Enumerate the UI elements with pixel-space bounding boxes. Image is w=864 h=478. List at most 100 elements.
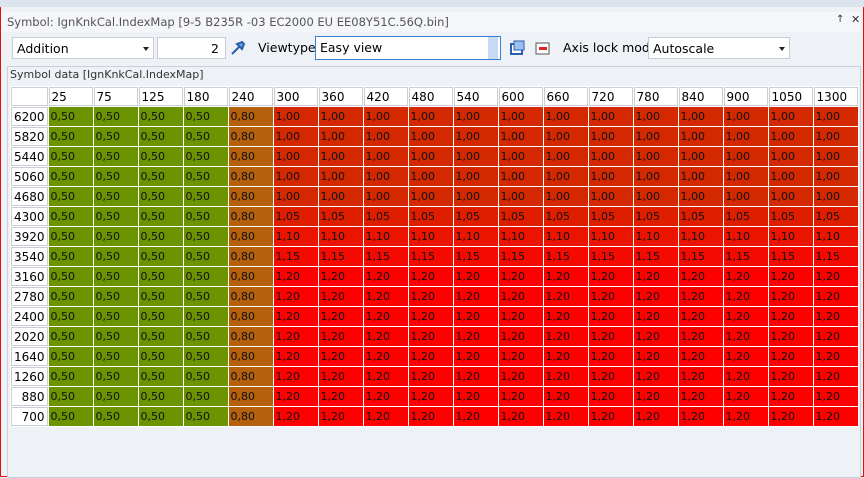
map-cell: 1,00 [813, 147, 858, 166]
map-cell: 0,80 [228, 247, 273, 266]
map-cell: 1,20 [273, 307, 318, 326]
map-cell: 0,50 [48, 187, 93, 206]
map-cell: 0,50 [48, 327, 93, 346]
map-cell: 1,15 [633, 247, 678, 266]
map-cell: 0,50 [183, 167, 228, 186]
map-cell: 1,20 [723, 307, 768, 326]
axis-lock-value: Autoscale [653, 41, 715, 56]
map-cell: 1,20 [813, 387, 858, 406]
map-cell: 1,00 [408, 167, 453, 186]
map-cell: 1,20 [363, 347, 408, 366]
data-row: 6200 0,50 0,50 0,50 0,50 0,80 1,00 1,00 1,00 1,00… [11, 107, 858, 126]
map-cell: 0,80 [228, 347, 273, 366]
map-cell: 0,50 [93, 287, 138, 306]
operand-input[interactable]: 2 [157, 37, 226, 59]
map-cell: 1,10 [723, 227, 768, 246]
map-cell: 0,50 [138, 247, 183, 266]
map-cell: 1,20 [273, 267, 318, 286]
map-cell: 1,05 [543, 207, 588, 226]
map-cell: 1,20 [813, 367, 858, 386]
map-cell: 1,00 [363, 167, 408, 186]
map-cell: 0,50 [138, 347, 183, 366]
map-cell: 1,00 [633, 107, 678, 126]
map-cell: 1,00 [588, 167, 633, 186]
row-header: 3160 [11, 267, 48, 286]
map-cell: 1,10 [543, 227, 588, 246]
viewtype-combo[interactable]: Easy view [315, 36, 501, 60]
row-header: 880 [11, 387, 48, 406]
map-cell: 0,80 [228, 287, 273, 306]
map-cell: 1,00 [273, 147, 318, 166]
map-cell: 1,20 [453, 387, 498, 406]
map-cell: 1,05 [633, 207, 678, 226]
map-cell: 1,20 [453, 407, 498, 426]
map-cell: 0,50 [183, 407, 228, 426]
data-row: 1260 0,50 0,50 0,50 0,50 0,80 1,20 1,20 1,20 1,20… [11, 367, 858, 386]
map-cell: 1,00 [273, 187, 318, 206]
map-cell: 1,00 [453, 127, 498, 146]
map-cell: 1,20 [273, 407, 318, 426]
column-header: 125 [138, 87, 183, 106]
map-cell: 1,00 [273, 107, 318, 126]
map-cell: 1,20 [813, 327, 858, 346]
map-cell: 1,00 [723, 127, 768, 146]
map-cell: 0,80 [228, 307, 273, 326]
map-cell: 1,15 [498, 247, 543, 266]
map-cell: 1,20 [273, 387, 318, 406]
map-cell: 1,00 [678, 187, 723, 206]
map-cell: 1,00 [543, 147, 588, 166]
copy-icon[interactable] [508, 39, 526, 57]
map-cell: 1,00 [363, 107, 408, 126]
map-cell: 1,20 [498, 307, 543, 326]
map-cell: 1,20 [633, 307, 678, 326]
map-cell: 1,20 [543, 267, 588, 286]
map-cell: 0,50 [138, 187, 183, 206]
map-cell: 1,00 [633, 147, 678, 166]
map-cell: 1,10 [588, 227, 633, 246]
map-cell: 1,20 [633, 267, 678, 286]
map-cell: 1,20 [678, 347, 723, 366]
data-row: 5060 0,50 0,50 0,50 0,50 0,80 1,00 1,00 1,00 1,00… [11, 167, 858, 186]
map-cell: 0,50 [93, 147, 138, 166]
map-cell: 1,20 [318, 347, 363, 366]
map-cell: 1,20 [318, 307, 363, 326]
map-cell: 0,50 [183, 127, 228, 146]
data-row: 700 0,50 0,50 0,50 0,50 0,80 1,20 1,20 1,20 1,20 1… [11, 407, 858, 426]
map-cell: 0,50 [183, 147, 228, 166]
row-header: 3920 [11, 227, 48, 246]
apply-icon[interactable] [229, 39, 247, 57]
pin-button[interactable]: ↑ [836, 14, 845, 25]
map-cell: 1,20 [543, 367, 588, 386]
map-cell: 1,20 [453, 287, 498, 306]
column-header: 840 [678, 87, 723, 106]
map-cell: 0,50 [93, 107, 138, 126]
close-button[interactable]: ✕ [851, 13, 861, 26]
map-cell: 0,50 [48, 367, 93, 386]
column-header: 360 [318, 87, 363, 106]
map-cell: 1,20 [318, 367, 363, 386]
map-cell: 0,50 [48, 127, 93, 146]
map-cell: 0,50 [48, 347, 93, 366]
operation-value: Addition [17, 41, 69, 56]
map-cell: 1,10 [363, 227, 408, 246]
axis-lock-combo[interactable]: Autoscale [648, 37, 790, 59]
map-cell: 1,05 [453, 207, 498, 226]
map-cell: 0,50 [93, 227, 138, 246]
column-header: 720 [588, 87, 633, 106]
map-cell: 0,50 [93, 387, 138, 406]
map-cell: 1,05 [588, 207, 633, 226]
map-cell: 1,20 [678, 407, 723, 426]
column-header: 1050 [768, 87, 813, 106]
map-cell: 1,00 [273, 167, 318, 186]
map-cell: 1,20 [723, 267, 768, 286]
map-cell: 1,20 [768, 387, 813, 406]
map-cell: 1,00 [363, 147, 408, 166]
clear-icon[interactable] [534, 39, 552, 57]
map-cell: 1,20 [498, 347, 543, 366]
map-cell: 1,20 [723, 287, 768, 306]
map-cell: 0,50 [183, 227, 228, 246]
map-cell: 1,00 [768, 147, 813, 166]
row-header: 700 [11, 407, 48, 426]
operation-combo[interactable]: Addition [12, 37, 154, 59]
map-cell: 0,50 [93, 127, 138, 146]
